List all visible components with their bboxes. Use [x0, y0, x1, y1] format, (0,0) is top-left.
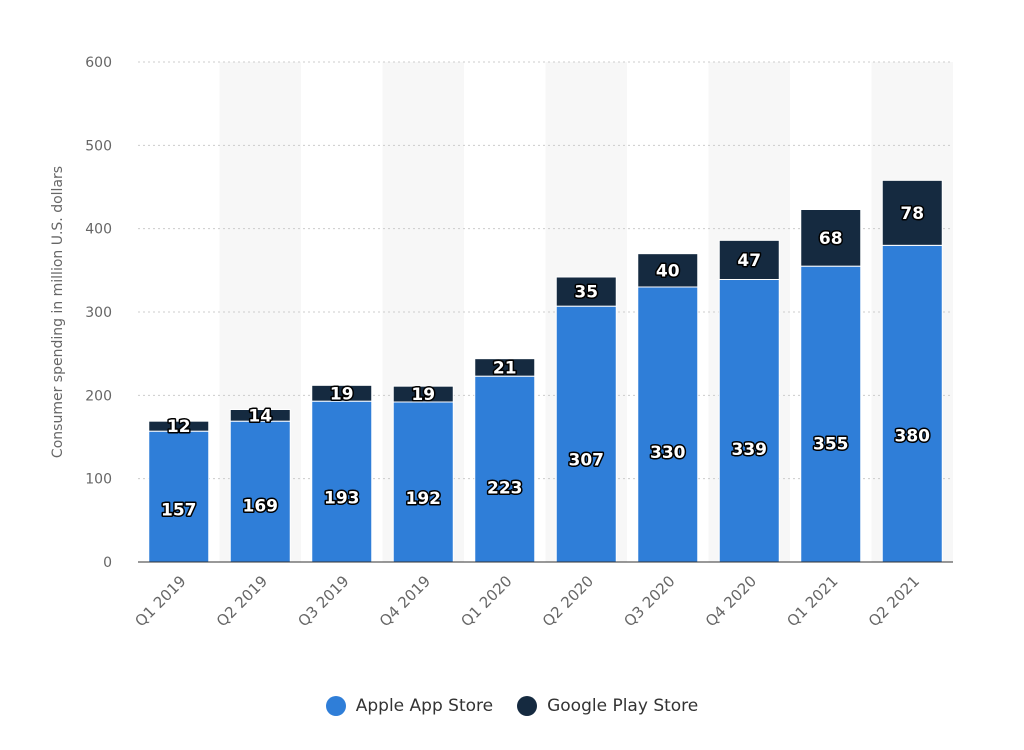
x-tick-label: Q4 2019: [376, 572, 434, 630]
bar-google[interactable]: [637, 253, 699, 288]
data-label: 380: [895, 426, 931, 446]
data-label: 330: [650, 443, 686, 463]
bar-apple[interactable]: [474, 375, 536, 563]
google-swatch-icon: [517, 696, 538, 716]
y-axis-label: Consumer spending in million U.S. dollar…: [50, 166, 66, 458]
x-tick-label: Q4 2020: [702, 572, 760, 630]
legend-label-apple: Apple App Store: [355, 696, 494, 716]
bar-apple[interactable]: [555, 305, 617, 563]
x-axis-ticks: Q1 2019 Q2 2019 Q3 2019 Q4 2019 Q1 2020 Q2 20…: [131, 572, 923, 630]
data-label: 157: [161, 501, 197, 521]
data-label: 193: [324, 489, 360, 509]
bar-apple[interactable]: [229, 420, 291, 563]
stacked-bar-chart: 0 100 200 300 400 500 600 Consumer spending in…: [50, 55, 953, 630]
bar-google[interactable]: [148, 420, 210, 432]
legend-label-google: Google Play Store: [547, 696, 699, 716]
data-label: 169: [243, 497, 279, 517]
x-tick-label: Q3 2020: [620, 572, 678, 630]
data-label: 40: [656, 261, 680, 281]
x-tick-label: Q2 2020: [539, 572, 597, 630]
y-tick-label: 600: [85, 55, 112, 71]
bar-apple[interactable]: [800, 265, 862, 563]
y-tick-label: 100: [85, 472, 112, 488]
bar-apple[interactable]: [148, 430, 210, 563]
bar-apple[interactable]: [881, 244, 943, 563]
x-tick-label: Q3 2019: [294, 572, 352, 630]
bar-apple[interactable]: [718, 279, 780, 563]
data-label: 19: [411, 385, 435, 405]
bar-apple[interactable]: [637, 286, 699, 563]
bar-google[interactable]: [555, 276, 617, 307]
data-label: 35: [574, 283, 598, 303]
y-tick-label: 0: [103, 555, 112, 571]
x-tick-label: Q1 2019: [131, 572, 189, 630]
data-label: 68: [819, 229, 843, 249]
legend: Apple App Store Google Play Store: [0, 696, 1024, 716]
apple-swatch-icon: [325, 696, 346, 716]
x-tick-label: Q1 2021: [783, 572, 841, 630]
bar-apple[interactable]: [392, 401, 454, 563]
bar-google[interactable]: [718, 239, 780, 280]
bar-google[interactable]: [800, 209, 862, 267]
bars: [148, 179, 943, 563]
bar-google[interactable]: [881, 179, 943, 246]
y-tick-label: 500: [85, 138, 112, 154]
x-tick-label: Q2 2021: [865, 572, 923, 630]
data-label: 307: [569, 451, 605, 471]
y-axis-ticks: 0 100 200 300 400 500 600: [85, 55, 112, 571]
data-label: 78: [900, 204, 924, 224]
data-label: 339: [732, 440, 768, 460]
y-tick-label: 200: [85, 388, 112, 404]
data-label: 355: [813, 435, 849, 455]
y-tick-label: 300: [85, 305, 112, 321]
data-label: 21: [493, 358, 517, 378]
bar-google[interactable]: [474, 358, 536, 377]
bar-google[interactable]: [229, 409, 291, 422]
data-label: 47: [737, 251, 761, 271]
legend-item-google[interactable]: Google Play Store: [517, 696, 698, 716]
x-tick-label: Q1 2020: [457, 572, 515, 630]
bar-google[interactable]: [392, 385, 454, 403]
data-label: 19: [330, 384, 354, 404]
data-label: 14: [248, 406, 272, 426]
x-tick-label: Q2 2019: [213, 572, 271, 630]
data-labels: 157 12 169 14 193 19 192 19 223 21 307 35 330 40 339 47…: [160, 202, 932, 522]
bar-google[interactable]: [311, 384, 373, 402]
bar-apple[interactable]: [311, 400, 373, 563]
data-label: 12: [167, 417, 191, 437]
legend-item-apple[interactable]: Apple App Store: [325, 696, 494, 716]
y-tick-label: 400: [85, 222, 112, 238]
data-label: 192: [406, 489, 442, 509]
data-label: 223: [487, 479, 523, 499]
